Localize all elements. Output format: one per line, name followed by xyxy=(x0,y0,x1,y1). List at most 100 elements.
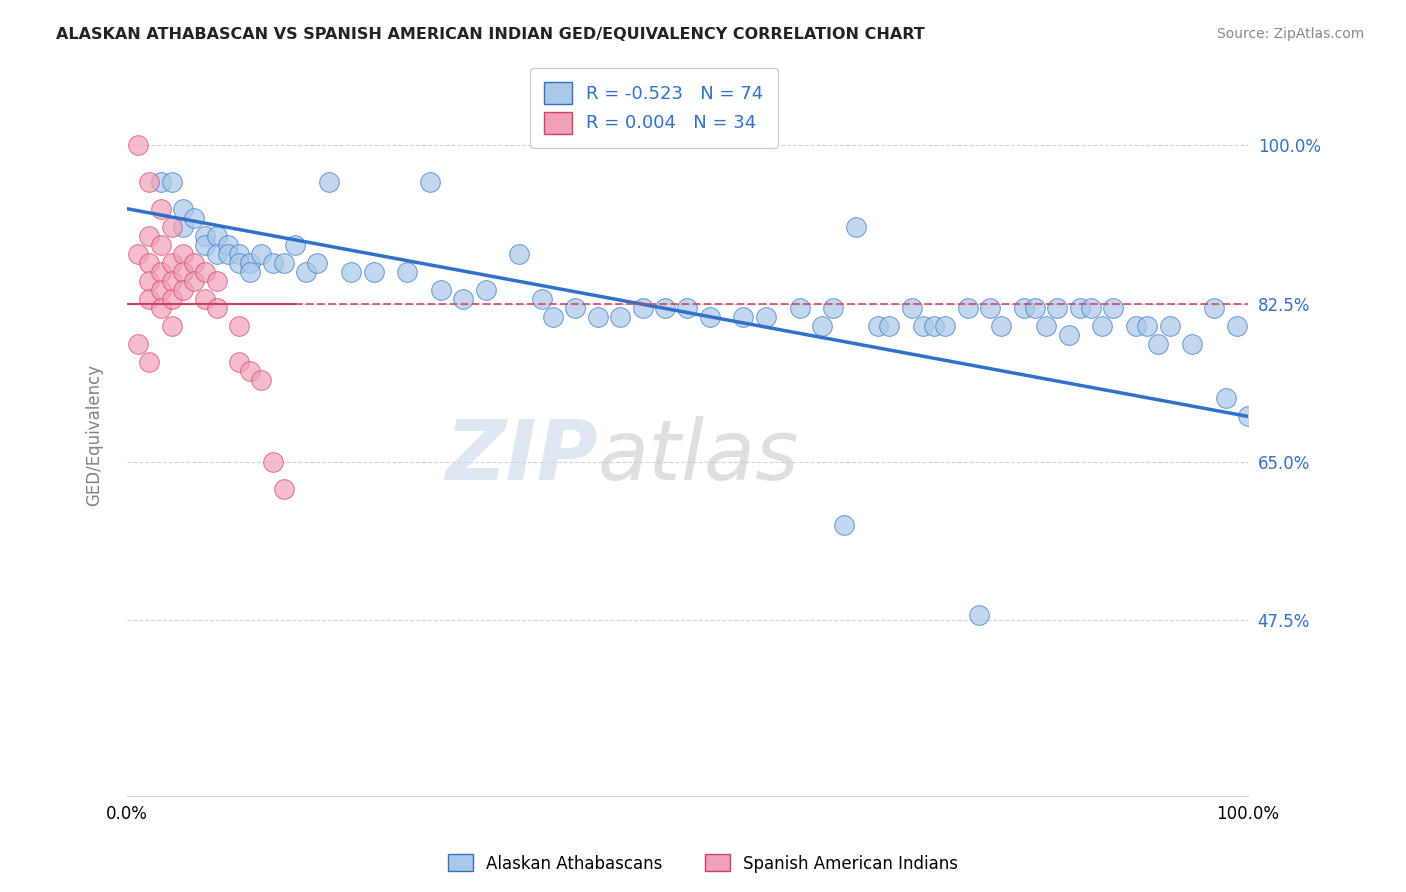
Point xyxy=(1159,319,1181,334)
Point xyxy=(217,247,239,261)
Point xyxy=(239,256,262,270)
Point xyxy=(508,247,530,261)
Point xyxy=(149,237,172,252)
Point xyxy=(979,301,1001,315)
Point xyxy=(239,265,262,279)
Point xyxy=(1035,319,1057,334)
Point xyxy=(1147,337,1170,351)
Point xyxy=(127,337,149,351)
Point xyxy=(866,319,889,334)
Point xyxy=(228,256,250,270)
Point xyxy=(262,454,284,468)
Point xyxy=(1012,301,1035,315)
Text: Source: ZipAtlas.com: Source: ZipAtlas.com xyxy=(1216,27,1364,41)
Point xyxy=(654,301,676,315)
Point xyxy=(273,482,295,496)
Point xyxy=(138,256,160,270)
Point xyxy=(1181,337,1204,351)
Point xyxy=(295,265,318,279)
Point xyxy=(172,219,194,234)
Point xyxy=(1080,301,1102,315)
Point xyxy=(138,175,160,189)
Point xyxy=(318,175,340,189)
Point xyxy=(1226,319,1249,334)
Point xyxy=(733,310,755,324)
Point xyxy=(127,138,149,153)
Point xyxy=(1024,301,1046,315)
Point xyxy=(149,202,172,216)
Point xyxy=(205,274,228,288)
Text: ALASKAN ATHABASCAN VS SPANISH AMERICAN INDIAN GED/EQUIVALENCY CORRELATION CHART: ALASKAN ATHABASCAN VS SPANISH AMERICAN I… xyxy=(56,27,925,42)
Point xyxy=(922,319,945,334)
Point xyxy=(911,319,934,334)
Point xyxy=(284,237,307,252)
Point xyxy=(160,256,183,270)
Point xyxy=(1136,319,1159,334)
Point xyxy=(1125,319,1147,334)
Point xyxy=(586,310,609,324)
Point xyxy=(217,237,239,252)
Point xyxy=(149,283,172,297)
Point xyxy=(430,283,453,297)
Point xyxy=(194,292,217,306)
Point xyxy=(631,301,654,315)
Point xyxy=(138,228,160,243)
Point xyxy=(172,265,194,279)
Point xyxy=(307,256,329,270)
Point xyxy=(990,319,1012,334)
Point xyxy=(250,373,273,387)
Point xyxy=(1102,301,1125,315)
Point xyxy=(194,228,217,243)
Point xyxy=(1091,319,1114,334)
Point xyxy=(183,211,205,225)
Point xyxy=(900,301,922,315)
Legend: R = -0.523   N = 74, R = 0.004   N = 34: R = -0.523 N = 74, R = 0.004 N = 34 xyxy=(530,68,778,148)
Point xyxy=(530,292,553,306)
Point xyxy=(194,265,217,279)
Point xyxy=(699,310,721,324)
Point xyxy=(564,301,586,315)
Point xyxy=(138,355,160,369)
Point xyxy=(789,301,811,315)
Point xyxy=(149,175,172,189)
Point xyxy=(1204,301,1226,315)
Point xyxy=(205,301,228,315)
Point xyxy=(1046,301,1069,315)
Point xyxy=(811,319,834,334)
Point xyxy=(250,247,273,261)
Point xyxy=(834,517,856,532)
Point xyxy=(138,274,160,288)
Point xyxy=(823,301,845,315)
Point xyxy=(160,292,183,306)
Point xyxy=(934,319,956,334)
Point xyxy=(228,247,250,261)
Point xyxy=(363,265,385,279)
Point xyxy=(138,292,160,306)
Point xyxy=(1237,409,1260,424)
Point xyxy=(239,364,262,378)
Point xyxy=(877,319,900,334)
Point xyxy=(172,202,194,216)
Point xyxy=(845,219,868,234)
Point xyxy=(228,319,250,334)
Point xyxy=(149,301,172,315)
Point xyxy=(419,175,441,189)
Point xyxy=(541,310,564,324)
Point xyxy=(273,256,295,270)
Point xyxy=(262,256,284,270)
Point xyxy=(172,283,194,297)
Point xyxy=(194,237,217,252)
Point xyxy=(160,219,183,234)
Legend: Alaskan Athabascans, Spanish American Indians: Alaskan Athabascans, Spanish American In… xyxy=(441,847,965,880)
Point xyxy=(967,608,990,623)
Point xyxy=(609,310,631,324)
Point xyxy=(340,265,363,279)
Point xyxy=(205,228,228,243)
Point xyxy=(183,256,205,270)
Point xyxy=(127,247,149,261)
Point xyxy=(1069,301,1091,315)
Point xyxy=(755,310,778,324)
Point xyxy=(172,247,194,261)
Point xyxy=(160,274,183,288)
Point xyxy=(676,301,699,315)
